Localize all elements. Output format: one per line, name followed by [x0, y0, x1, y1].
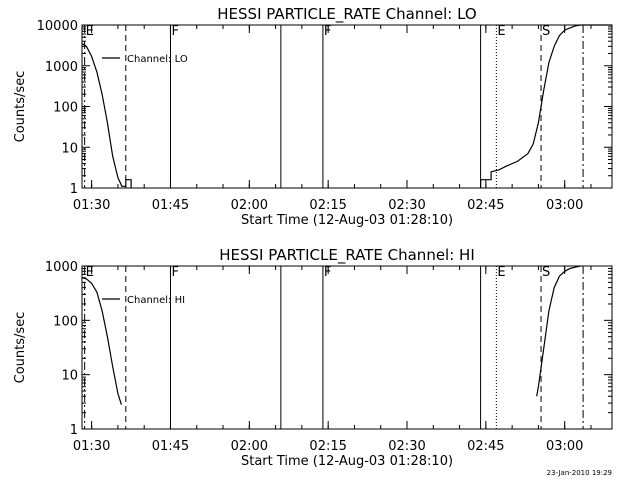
x-tick-label: 02:00: [231, 198, 268, 213]
x-tick-label: 02:30: [388, 439, 425, 454]
y-tick-label: 1000: [45, 60, 78, 75]
y-tick-label: 10: [61, 141, 78, 156]
y-tick-label: 10000: [37, 19, 78, 34]
x-tick-label: 02:45: [467, 198, 504, 213]
marker-label: F: [324, 265, 331, 280]
y-axis-label: Counts/sec: [13, 312, 28, 384]
x-tick-label: 01:30: [73, 439, 110, 454]
marker-label: F: [171, 24, 178, 39]
x-tick-label: 03:00: [546, 198, 583, 213]
legend-label: Channel: LO: [127, 54, 188, 65]
x-axis-label: Start Time (12-Aug-03 01:28:10): [241, 454, 453, 469]
marker-label: E: [497, 24, 505, 39]
x-axis-label: Start Time (12-Aug-03 01:28:10): [241, 213, 453, 228]
panel-channel-hi: HESSI PARTICLE_RATE Channel: HI E F F E S 1 10 1…: [13, 246, 613, 469]
plot-frame: [81, 24, 613, 189]
marker-label: S: [542, 265, 550, 280]
x-tick-label: 03:00: [546, 439, 583, 454]
chart-title: HESSI PARTICLE_RATE Channel: HI: [219, 246, 475, 265]
y-tick-label: 10: [61, 369, 78, 384]
y-tick-label: 1: [70, 182, 78, 197]
x-tick-label: 01:30: [73, 198, 110, 213]
marker-label: E: [497, 265, 505, 280]
marker-label: F: [171, 265, 178, 280]
x-tick-label: 01:45: [152, 439, 189, 454]
x-tick-label: 02:15: [309, 198, 346, 213]
x-tick-label: 02:30: [388, 198, 425, 213]
marker-label: S: [542, 24, 550, 39]
x-tick-label: 01:45: [152, 198, 189, 213]
marker-label: E: [86, 24, 94, 39]
y-tick-label: 100: [53, 101, 78, 116]
y-tick-label: 1: [70, 423, 78, 438]
y-tick-label: 1000: [45, 260, 78, 275]
x-tick-label: 02:15: [309, 439, 346, 454]
plot-frame: [81, 265, 613, 430]
y-tick-label: 100: [53, 314, 78, 329]
marker-label: E: [86, 265, 94, 280]
series-line: [480, 24, 612, 188]
series-line: [536, 265, 581, 397]
y-axis-label: Counts/sec: [13, 71, 28, 143]
series-line: [81, 276, 122, 405]
marker-label: F: [324, 24, 331, 39]
chart-title: HESSI PARTICLE_RATE Channel: LO: [217, 5, 476, 24]
series-line: [81, 43, 132, 188]
legend-label: Channel: HI: [127, 295, 185, 306]
panel-channel-lo: HESSI PARTICLE_RATE Channel: LO E F F E S 1 10 1…: [13, 5, 613, 228]
x-tick-label: 02:00: [231, 439, 268, 454]
timestamp-label: 23-Jan-2010 19:29: [547, 469, 612, 477]
x-tick-label: 02:45: [467, 439, 504, 454]
